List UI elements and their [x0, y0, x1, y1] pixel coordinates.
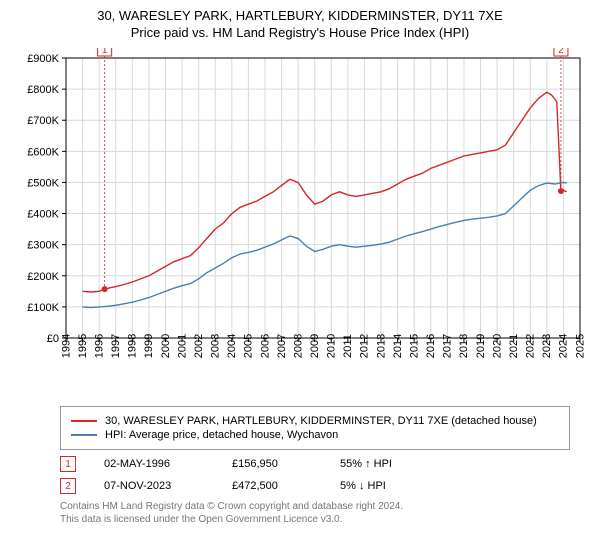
marker-row: 2 07-NOV-2023 £472,500 5% ↓ HPI [60, 478, 570, 494]
marker-annotations: 1 02-MAY-1996 £156,950 55% ↑ HPI 2 07-NOV-202… [60, 456, 570, 494]
marker-badge: 2 [60, 478, 76, 494]
svg-text:£300K: £300K [27, 240, 59, 252]
svg-text:2008: 2008 [292, 334, 304, 358]
legend: 30, WARESLEY PARK, HARTLEBURY, KIDDERMIN… [60, 406, 570, 450]
svg-text:2012: 2012 [359, 334, 371, 358]
svg-text:2003: 2003 [210, 334, 222, 358]
svg-text:2009: 2009 [309, 334, 321, 358]
svg-text:1: 1 [102, 48, 108, 56]
marker-point-1 [102, 286, 108, 292]
svg-text:2016: 2016 [425, 334, 437, 358]
svg-text:£700K: £700K [27, 115, 59, 127]
legend-swatch [71, 434, 97, 436]
chart-subtitle: Price paid vs. HM Land Registry's House … [10, 25, 590, 40]
footer: Contains HM Land Registry data © Crown c… [60, 500, 570, 526]
marker-price: £472,500 [232, 480, 312, 492]
svg-text:2020: 2020 [491, 334, 503, 358]
svg-text:2007: 2007 [276, 334, 288, 358]
svg-text:1995: 1995 [77, 334, 89, 358]
marker-date: 02-MAY-1996 [104, 458, 204, 470]
svg-text:2014: 2014 [392, 334, 404, 358]
svg-text:£100K: £100K [27, 302, 59, 314]
legend-row: 30, WARESLEY PARK, HARTLEBURY, KIDDERMIN… [71, 415, 559, 427]
svg-text:£500K: £500K [27, 177, 59, 189]
svg-text:1998: 1998 [127, 334, 139, 358]
marker-date: 07-NOV-2023 [104, 480, 204, 492]
svg-text:1999: 1999 [143, 334, 155, 358]
marker-note: 5% ↓ HPI [340, 480, 386, 492]
svg-text:1997: 1997 [110, 334, 122, 358]
legend-label: HPI: Average price, detached house, Wych… [105, 429, 338, 441]
line-chart: £0 £100K £200K £300K £400K £500K £600K £700K £80… [10, 48, 590, 398]
legend-label: 30, WARESLEY PARK, HARTLEBURY, KIDDERMIN… [105, 415, 537, 427]
svg-text:£900K: £900K [27, 53, 59, 65]
svg-text:2018: 2018 [458, 334, 470, 358]
svg-text:2010: 2010 [326, 334, 338, 358]
footer-line-2: This data is licensed under the Open Gov… [60, 513, 570, 526]
svg-text:2021: 2021 [508, 334, 520, 358]
legend-swatch [71, 420, 97, 422]
svg-text:2004: 2004 [226, 334, 238, 358]
svg-text:2000: 2000 [160, 334, 172, 358]
marker-note: 55% ↑ HPI [340, 458, 392, 470]
footer-line-1: Contains HM Land Registry data © Crown c… [60, 500, 570, 513]
svg-text:2024: 2024 [558, 334, 570, 358]
marker-badge: 1 [60, 456, 76, 472]
svg-text:£200K: £200K [27, 271, 59, 283]
svg-text:2: 2 [558, 48, 564, 56]
svg-text:2001: 2001 [176, 334, 188, 358]
svg-text:2017: 2017 [442, 334, 454, 358]
svg-text:£800K: £800K [27, 84, 59, 96]
svg-text:2015: 2015 [408, 334, 420, 358]
svg-text:2022: 2022 [525, 334, 537, 358]
marker-point-2 [558, 188, 564, 194]
titles: 30, WARESLEY PARK, HARTLEBURY, KIDDERMIN… [0, 0, 600, 42]
marker-row: 1 02-MAY-1996 £156,950 55% ↑ HPI [60, 456, 570, 472]
chart-title: 30, WARESLEY PARK, HARTLEBURY, KIDDERMIN… [10, 8, 590, 23]
svg-text:2013: 2013 [375, 334, 387, 358]
legend-row: HPI: Average price, detached house, Wych… [71, 429, 559, 441]
marker-price: £156,950 [232, 458, 312, 470]
svg-text:2005: 2005 [243, 334, 255, 358]
svg-text:£600K: £600K [27, 146, 59, 158]
svg-text:2019: 2019 [475, 334, 487, 358]
svg-text:2006: 2006 [259, 334, 271, 358]
svg-text:£0: £0 [47, 333, 59, 345]
svg-text:2023: 2023 [541, 334, 553, 358]
svg-text:2002: 2002 [193, 334, 205, 358]
svg-text:£400K: £400K [27, 209, 59, 221]
svg-text:1996: 1996 [93, 334, 105, 358]
chart-area: £0 £100K £200K £300K £400K £500K £600K £700K £80… [10, 48, 590, 398]
